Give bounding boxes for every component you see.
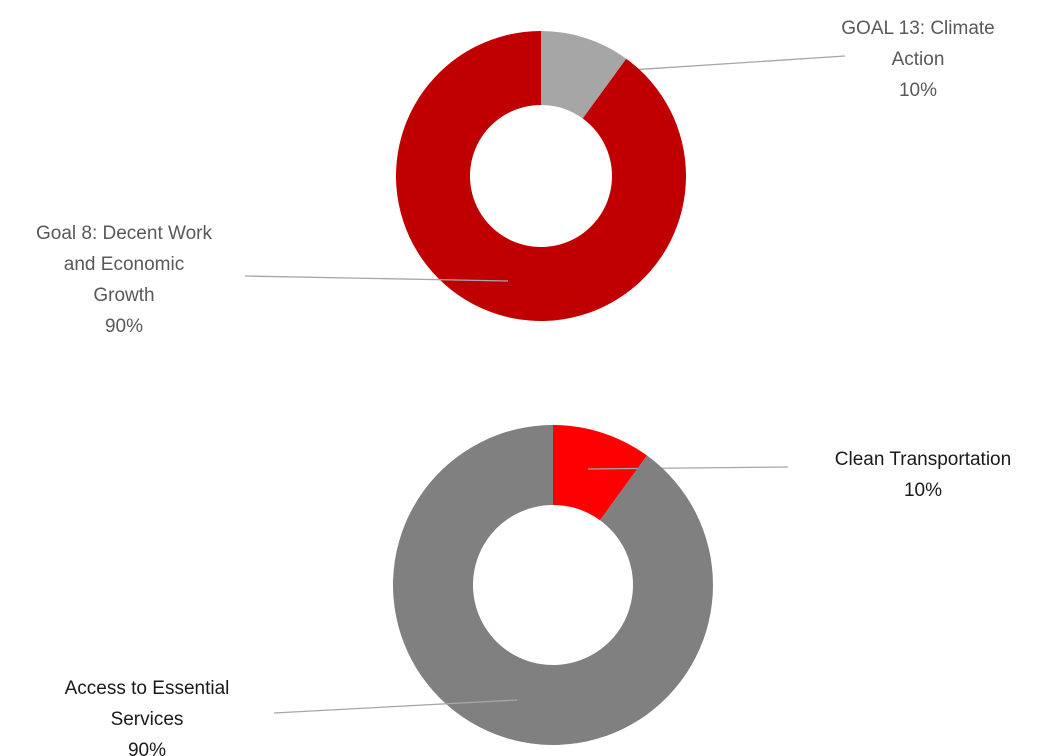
slice-category-label: and Economic bbox=[64, 254, 184, 275]
slice-category-label: Access to Essential bbox=[65, 678, 230, 699]
donut-slice bbox=[553, 425, 648, 521]
slice-value-label: 10% bbox=[904, 480, 942, 501]
slice-category-label: Action bbox=[892, 49, 945, 70]
slice-category-label: Clean Transportation bbox=[835, 449, 1011, 470]
slice-value-label: 10% bbox=[899, 80, 937, 101]
leader-line bbox=[244, 275, 509, 282]
donut-slice bbox=[541, 31, 627, 119]
donut-slice bbox=[392, 425, 713, 745]
slice-value-label: 90% bbox=[105, 316, 143, 337]
slice-category-label: Services bbox=[111, 709, 184, 730]
slice-category-label: GOAL 13: Climate bbox=[841, 18, 994, 39]
slice-category-label: Goal 8: Decent Work bbox=[36, 223, 213, 244]
slice-value-label: 90% bbox=[128, 740, 166, 756]
leader-line bbox=[614, 55, 846, 72]
donut-slice bbox=[396, 31, 686, 321]
leader-line bbox=[587, 466, 789, 470]
donut-chart-sdg-goals: GOAL 13: Climate Action 10% Goal 8: Decent … bbox=[36, 18, 995, 337]
slice-category-label: Growth bbox=[93, 285, 154, 306]
leader-line bbox=[273, 699, 518, 714]
donut-chart-categories: Clean Transportation 10% Access to Essenti… bbox=[65, 425, 1011, 756]
